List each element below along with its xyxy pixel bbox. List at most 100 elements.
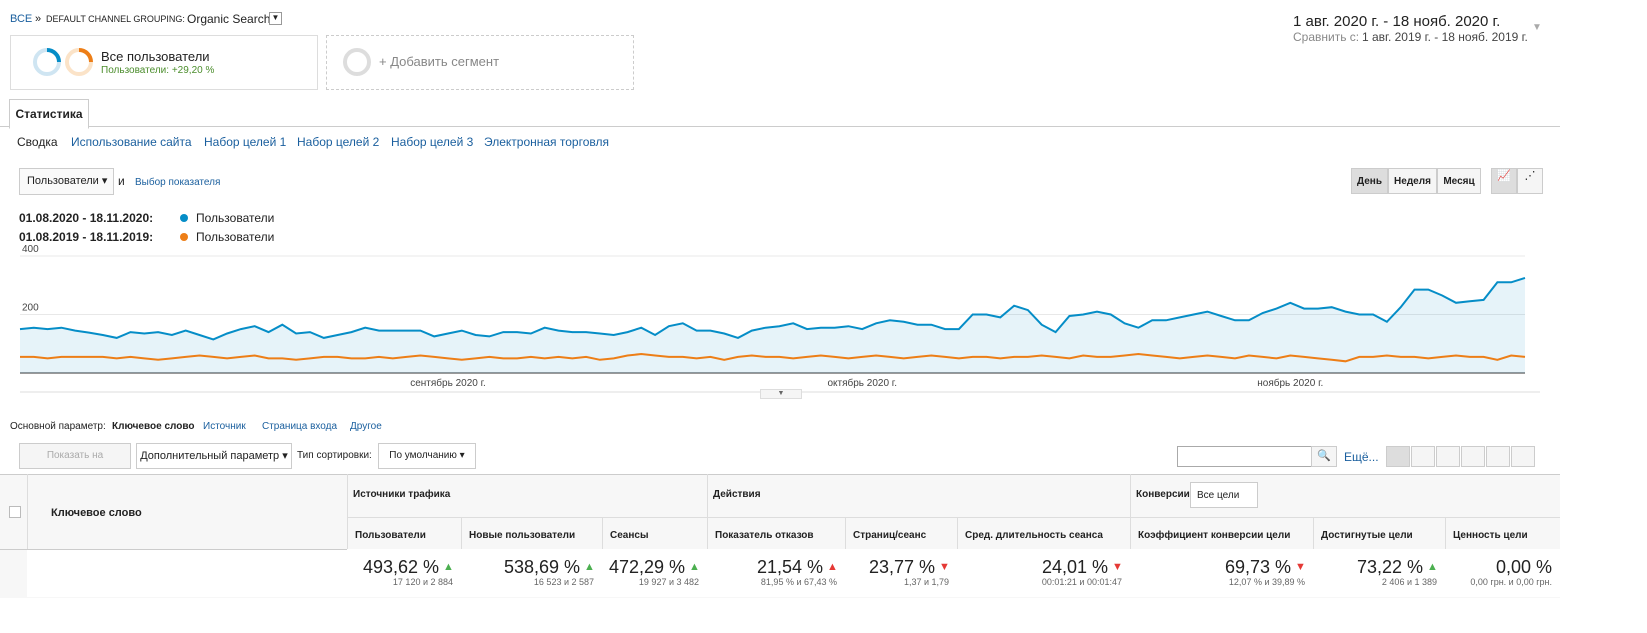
- search-input[interactable]: [1177, 446, 1313, 467]
- trend-arrow: ▲: [689, 561, 700, 573]
- column-header[interactable]: Коэффициент конверсии цели: [1138, 530, 1291, 541]
- sort-select[interactable]: По умолчанию ▾: [378, 443, 476, 469]
- date-dropdown[interactable]: ▼: [1532, 22, 1542, 33]
- compare-range: 1 авг. 2019 г. - 18 нояб. 2019 г.: [1362, 30, 1528, 44]
- metric-select[interactable]: Пользователи ▾: [19, 168, 114, 195]
- column-header[interactable]: Страниц/сеанс: [853, 530, 927, 541]
- subtab[interactable]: Набор целей 3: [391, 135, 474, 149]
- view-button[interactable]: [1411, 446, 1435, 467]
- choose-metric[interactable]: Выбор показателя: [135, 177, 221, 188]
- column-header[interactable]: Ценность цели: [1453, 530, 1528, 541]
- line: [19, 276, 1526, 341]
- dimension-total-cell: [27, 550, 347, 597]
- column-header[interactable]: Показатель отказов: [715, 530, 814, 541]
- total-value: 0,00 %: [1495, 557, 1552, 577]
- date-range[interactable]: 1 авг. 2020 г. - 18 нояб. 2020 г.: [1293, 13, 1501, 30]
- column-header[interactable]: Достигнутые цели: [1321, 530, 1413, 541]
- x-tick-label: сентябрь 2020 г.: [410, 377, 486, 389]
- total-cell: [707, 549, 845, 597]
- total-cell: [1313, 549, 1445, 597]
- subtab[interactable]: Электронная торговля: [484, 135, 609, 149]
- column-divider: [27, 474, 28, 597]
- add-segment[interactable]: + Добавить сегмент: [326, 35, 634, 90]
- tab-line: [0, 126, 1560, 127]
- primary-dimension-option[interactable]: Источник: [203, 421, 246, 432]
- primary-dimension-option[interactable]: Другое: [350, 421, 382, 432]
- sort-value: По умолчанию: [389, 450, 457, 461]
- total-cell: [602, 549, 707, 597]
- secondary-dimension[interactable]: Дополнительный параметр ▾: [136, 443, 292, 469]
- y-tick-label: 400: [22, 244, 39, 255]
- and-label: и: [118, 174, 125, 188]
- column-header[interactable]: Сред. длительность сеанса: [965, 530, 1103, 541]
- column-group: Действия: [713, 489, 761, 500]
- column-group: Источники трафика: [353, 489, 451, 500]
- total-value: 538,69 %: [503, 557, 580, 577]
- plot-button[interactable]: Показать на диаграмме: [19, 443, 131, 485]
- total-cell: [461, 549, 602, 597]
- legend-name: Пользователи: [196, 230, 275, 244]
- legend-name: Пользователи: [196, 211, 275, 225]
- more-link[interactable]: Ещё...: [1344, 450, 1379, 464]
- line: [20, 352, 1526, 363]
- total-detail: 1,37 и 1,79: [903, 577, 949, 587]
- sort-label: Тип сортировки:: [297, 450, 372, 461]
- y-tick-label: 200: [22, 303, 39, 314]
- total-value: 23,77 %: [868, 557, 935, 577]
- subtab[interactable]: Набор целей 1: [204, 135, 287, 149]
- total-detail: 17 120 и 2 884: [392, 577, 453, 587]
- view-button[interactable]: [1511, 446, 1535, 467]
- dimension-header[interactable]: Ключевое слово: [51, 507, 142, 519]
- granularity-button[interactable]: Неделя: [1388, 168, 1437, 194]
- view-button[interactable]: [1436, 446, 1460, 467]
- total-cell: [1130, 549, 1313, 597]
- metric-select-label: Пользователи: [27, 175, 99, 187]
- granularity-button[interactable]: Месяц: [1437, 168, 1481, 194]
- add-segment-label: + Добавить сегмент: [379, 54, 500, 69]
- subtab[interactable]: Использование сайта: [71, 135, 192, 149]
- dropdown-icon[interactable]: ▼: [269, 12, 282, 25]
- area: [20, 277, 1525, 373]
- primary-dimension-option[interactable]: Ключевое слово: [112, 421, 195, 432]
- column-header[interactable]: Пользователи: [355, 530, 426, 541]
- segment-detail: Пользователи: +29,20 %: [101, 65, 215, 76]
- select-all[interactable]: [9, 506, 21, 518]
- total-value: 493,62 %: [362, 557, 439, 577]
- total-value: 21,54 %: [756, 557, 823, 577]
- segment-icon: [33, 48, 93, 76]
- total-detail: 16 523 и 2 587: [533, 577, 594, 587]
- line-chart-button[interactable]: 📈: [1491, 168, 1517, 194]
- trend-arrow: ▼: [1112, 561, 1123, 573]
- chart-collapse[interactable]: ▼: [760, 389, 802, 399]
- view-button[interactable]: [1486, 446, 1510, 467]
- total-detail: 2 406 и 1 389: [1381, 577, 1437, 587]
- goal-select[interactable]: Все цели: [1190, 482, 1258, 508]
- search-button[interactable]: 🔍: [1311, 446, 1337, 467]
- granularity-button[interactable]: День: [1351, 168, 1388, 194]
- subtab[interactable]: Набор целей 2: [297, 135, 380, 149]
- view-button[interactable]: [1461, 446, 1485, 467]
- breadcrumb-sep: »: [35, 13, 42, 25]
- total-value: 472,29 %: [608, 557, 685, 577]
- breadcrumb-root[interactable]: ВСЕ: [10, 13, 33, 25]
- primary-dimension-option[interactable]: Страница входа: [262, 421, 338, 432]
- total-value: 69,73 %: [1224, 557, 1291, 577]
- segment-name: Все пользователи: [101, 49, 210, 64]
- segment-card[interactable]: Все пользователи Пользователи: +29,20 %: [10, 35, 318, 90]
- view-button[interactable]: [1386, 446, 1410, 467]
- column-header[interactable]: Сеансы: [610, 530, 649, 541]
- add-icon: [343, 48, 371, 76]
- column-divider: [347, 474, 348, 597]
- legend-swatch: [180, 214, 188, 222]
- total-detail: 12,07 % и 39,89 %: [1228, 577, 1305, 587]
- subtab[interactable]: Сводка: [17, 135, 58, 149]
- legend-period: 01.08.2019 - 18.11.2019:: [19, 230, 154, 244]
- column-group: Конверсии: [1136, 489, 1190, 500]
- motion-chart-button[interactable]: ⋰: [1517, 168, 1543, 194]
- column-header[interactable]: Новые пользователи: [469, 530, 576, 541]
- trend-arrow: ▼: [1295, 561, 1306, 573]
- trend-arrow: ▲: [1427, 561, 1438, 573]
- total-detail: 0,00 грн. и 0,00 грн.: [1470, 577, 1552, 587]
- tab[interactable]: Статистика: [9, 99, 89, 129]
